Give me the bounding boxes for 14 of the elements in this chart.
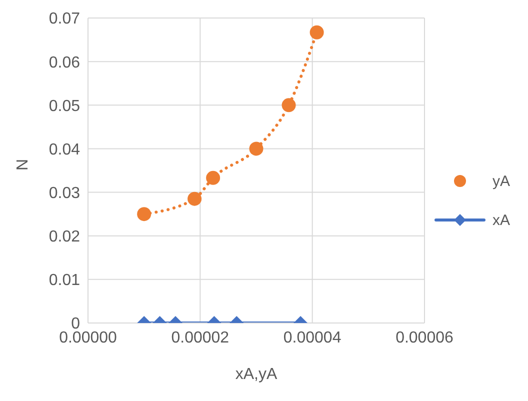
x-tick-label: 0.00006 [396, 329, 454, 346]
x-tick-label: 0.00004 [283, 329, 342, 346]
y-tick-label: 0.01 [48, 272, 80, 290]
y-tick-label: 0.06 [48, 54, 80, 72]
legend-label: yA [492, 172, 510, 190]
legend-label: xA [492, 212, 510, 228]
y-tick-label: 0.03 [48, 184, 80, 202]
y-tick-label: 0.04 [48, 141, 80, 158]
x-axis-title: xA,yA [235, 366, 278, 383]
y-tick-label: 0.05 [48, 98, 80, 115]
x-tick-label: 0.00002 [171, 329, 230, 346]
y-axis-title: N [14, 158, 32, 170]
y-tick-label: 0.07 [48, 10, 80, 28]
y-tick-label: 0.02 [48, 228, 80, 246]
